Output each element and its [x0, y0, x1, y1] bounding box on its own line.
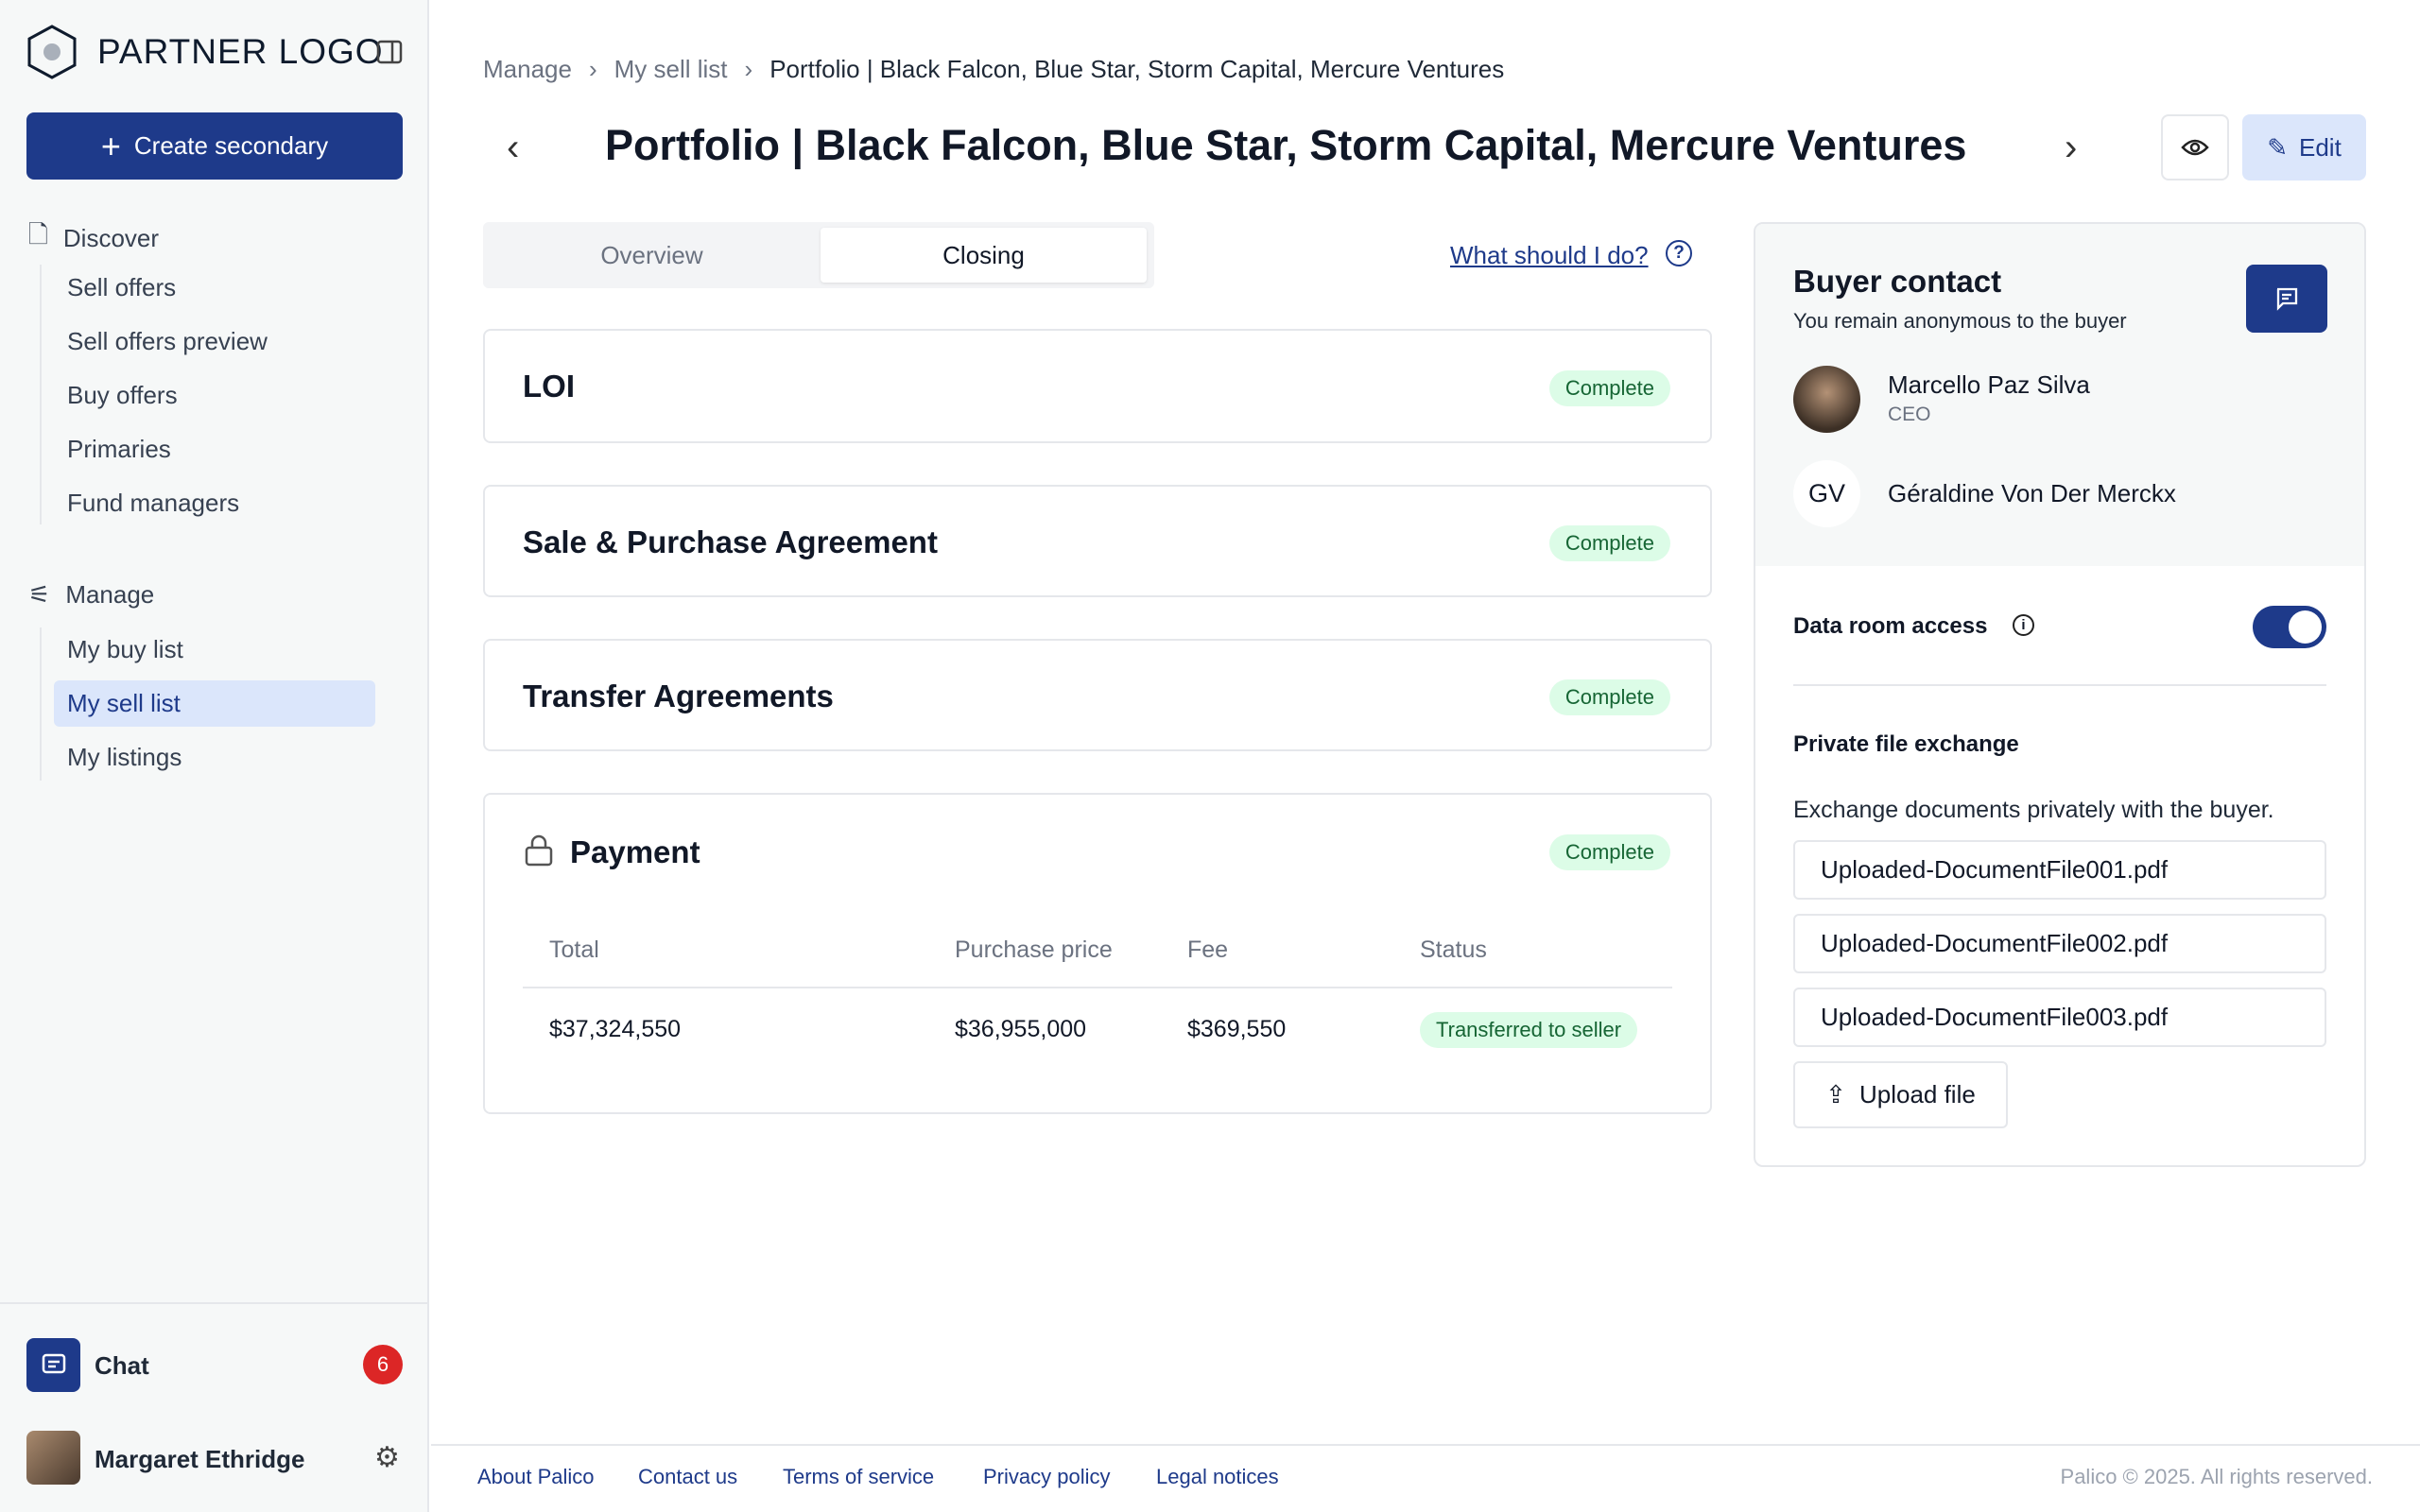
file-item[interactable]: Uploaded-DocumentFile002.pdf — [1793, 914, 2326, 973]
buyer-contact-panel: Buyer contact You remain anonymous to th… — [1754, 222, 2366, 1167]
step-card-loi[interactable]: LOI Complete — [483, 329, 1712, 443]
info-icon[interactable]: i — [2013, 614, 2034, 636]
breadcrumb-manage[interactable]: Manage — [483, 55, 572, 83]
pencil-icon: ✎ — [2267, 132, 2288, 162]
upload-icon: ⇪ — [1825, 1080, 1846, 1108]
message-buyer-button[interactable] — [2246, 265, 2327, 333]
file-item[interactable]: Uploaded-DocumentFile003.pdf — [1793, 988, 2326, 1047]
partner-logo: PARTNER LOGO — [97, 32, 384, 71]
sidebar-item-buy-offers[interactable]: Buy offers — [67, 381, 178, 409]
contact-avatar — [1793, 366, 1860, 433]
edit-button[interactable]: ✎ Edit — [2242, 114, 2366, 180]
collapse-sidebar-icon[interactable] — [376, 39, 403, 65]
step-title: Transfer Agreements — [523, 679, 834, 713]
step-card-payment: Payment Complete Total Purchase price Fe… — [483, 793, 1712, 1114]
status-badge: Complete — [1548, 679, 1670, 715]
column-header-status: Status — [1420, 936, 1487, 963]
chat-unread-badge: 6 — [363, 1345, 403, 1384]
sidebar-item-sell-offers[interactable]: Sell offers — [67, 273, 177, 301]
sidebar-item-my-sell-list[interactable]: My sell list — [54, 680, 375, 727]
next-chevron-right-icon[interactable]: › — [2065, 127, 2078, 168]
sidebar-item-my-buy-list[interactable]: My buy list — [67, 635, 183, 663]
contact-name: Géraldine Von Der Merckx — [1888, 479, 2176, 507]
step-title: Sale & Purchase Agreement — [523, 524, 938, 559]
user-name: Margaret Ethridge — [95, 1445, 305, 1473]
step-title: LOI — [523, 369, 575, 404]
sidebar-item-sell-offers-preview[interactable]: Sell offers preview — [67, 327, 268, 355]
sliders-icon: ⚟ — [28, 580, 51, 609]
tab-overview[interactable]: Overview — [600, 240, 703, 269]
status-badge: Complete — [1548, 370, 1670, 406]
create-secondary-button[interactable]: + Create secondary — [26, 112, 403, 180]
logo-icon — [27, 25, 77, 79]
divider — [40, 627, 42, 781]
payment-status-badge: Transferred to seller — [1420, 1012, 1638, 1048]
divider — [1793, 684, 2326, 686]
sidebar: PARTNER LOGO + Create secondary 🗋 Discover… — [0, 0, 429, 1512]
column-header-purchase-price: Purchase price — [955, 936, 1113, 963]
footer-link-legal[interactable]: Legal notices — [1156, 1465, 1279, 1488]
chevron-right-icon: › — [588, 55, 597, 83]
document-icon: 🗋 — [28, 220, 48, 249]
status-badge: Complete — [1548, 525, 1670, 561]
tab-closing[interactable]: Closing — [821, 228, 1147, 283]
message-icon — [2276, 287, 2298, 311]
tab-bar: Overview Closing — [483, 222, 1154, 288]
chat-link[interactable]: Chat — [95, 1351, 149, 1380]
breadcrumb-my-sell-list[interactable]: My sell list — [614, 55, 728, 83]
footer-copyright: Palico © 2025. All rights reserved. — [2060, 1465, 2373, 1488]
private-file-exchange-title: Private file exchange — [1793, 731, 2019, 757]
chat-icon[interactable] — [26, 1338, 80, 1392]
footer-link-privacy[interactable]: Privacy policy — [983, 1465, 1111, 1488]
buyer-contact-subtitle: You remain anonymous to the buyer — [1793, 309, 2127, 333]
footer-link-terms[interactable]: Terms of service — [783, 1465, 935, 1488]
buyer-contact-title: Buyer contact — [1793, 264, 2002, 299]
breadcrumb-current: Portfolio | Black Falcon, Blue Star, Sto… — [769, 55, 1505, 83]
private-file-exchange-description: Exchange documents privately with the bu… — [1793, 797, 2274, 823]
footer-link-contact[interactable]: Contact us — [638, 1465, 738, 1488]
cell-fee: $369,550 — [1187, 1016, 1287, 1042]
eye-icon — [2181, 139, 2209, 156]
contact-initials-avatar: GV — [1793, 460, 1860, 527]
step-card-transfer[interactable]: Transfer Agreements Complete — [483, 639, 1712, 751]
step-title: Payment — [570, 834, 700, 869]
footer-link-about[interactable]: About Palico — [477, 1465, 595, 1488]
breadcrumb: Manage › My sell list › Portfolio | Black … — [483, 55, 1504, 84]
cell-purchase-price: $36,955,000 — [955, 1016, 1087, 1042]
settings-gear-icon[interactable]: ⚙ — [374, 1442, 400, 1473]
sidebar-section-manage[interactable]: ⚟ Manage — [28, 580, 155, 609]
column-header-total: Total — [549, 936, 599, 963]
previous-chevron-left-icon[interactable]: ‹ — [507, 127, 520, 168]
data-room-access-label: Data room access — [1793, 613, 1988, 639]
upload-file-button[interactable]: ⇪ Upload file — [1793, 1061, 2008, 1128]
plus-icon: + — [100, 126, 121, 165]
sidebar-item-primaries[interactable]: Primaries — [67, 435, 171, 463]
divider — [0, 1302, 427, 1304]
step-card-spa[interactable]: Sale & Purchase Agreement Complete — [483, 485, 1712, 597]
help-link[interactable]: What should I do? — [1450, 241, 1649, 269]
contact-name: Marcello Paz Silva — [1888, 370, 2090, 399]
chevron-right-icon: › — [744, 55, 753, 83]
footer-divider — [431, 1444, 2420, 1446]
sidebar-item-my-listings[interactable]: My listings — [67, 743, 182, 771]
lock-icon — [525, 834, 553, 867]
preview-button[interactable] — [2161, 114, 2229, 180]
divider — [40, 265, 42, 524]
divider — [523, 987, 1672, 988]
data-room-access-toggle[interactable] — [2253, 606, 2326, 648]
user-avatar[interactable] — [26, 1431, 80, 1485]
sidebar-item-fund-managers[interactable]: Fund managers — [67, 489, 240, 517]
column-header-fee: Fee — [1187, 936, 1229, 963]
help-question-icon[interactable]: ? — [1666, 240, 1692, 266]
status-badge: Complete — [1548, 834, 1670, 870]
file-item[interactable]: Uploaded-DocumentFile001.pdf — [1793, 840, 2326, 900]
cell-total: $37,324,550 — [549, 1016, 682, 1042]
page-title: Portfolio | Black Falcon, Blue Star, Sto… — [605, 121, 1967, 169]
contact-role: CEO — [1888, 404, 1931, 425]
sidebar-section-discover[interactable]: 🗋 Discover — [28, 217, 159, 259]
